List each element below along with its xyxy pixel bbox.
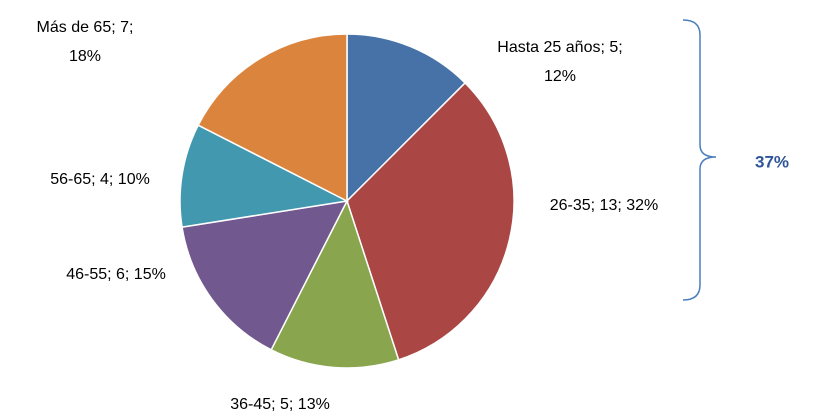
pie-slice: [197, 33, 348, 203]
data-label: Hasta 25 años; 5; 12%: [497, 39, 622, 85]
annotation: 37%: [755, 152, 789, 171]
data-label: 46-55; 6; 15%: [66, 266, 166, 283]
data-label: 36-45; 5; 13%: [230, 396, 330, 413]
pie-slice: [179, 124, 350, 228]
data-label: Más de 65; 7; 18%: [37, 19, 134, 65]
pie-slice: [346, 33, 467, 203]
pie-slice: [181, 200, 349, 351]
pie-slice: [270, 199, 400, 369]
data-label: 26-35; 13; 32%: [550, 197, 659, 214]
bracket: [682, 19, 717, 301]
data-label: 56-65; 4; 10%: [50, 171, 150, 188]
pie-slice: [346, 81, 515, 361]
